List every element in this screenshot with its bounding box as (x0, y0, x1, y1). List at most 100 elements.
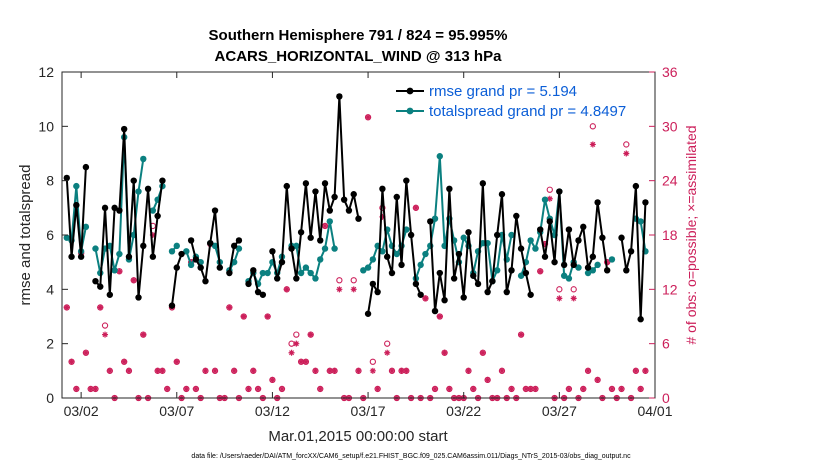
totalspread-point-9-1 (293, 242, 300, 250)
rmse-point-0-4 (82, 163, 90, 171)
rmse-point-8-15 (498, 191, 506, 198)
rmse-point-1-7 (125, 253, 133, 260)
rmse-point-7-1 (369, 280, 377, 288)
x-tick-label-6: 04/01 (637, 403, 672, 419)
obs-assimilated-point-19 (154, 367, 161, 374)
totalspread-point-7-3 (259, 269, 267, 277)
obs-assimilated-point-11 (116, 268, 123, 275)
obs-assimilated-point-77 (432, 385, 439, 392)
obs-assimilated-point-47 (288, 349, 295, 356)
obs-assimilated-point-114 (608, 385, 615, 392)
rmse-point-6-8 (307, 234, 314, 241)
rmse-point-1-6 (120, 125, 128, 133)
obs-assimilated-point-9 (106, 367, 113, 374)
obs-assimilated-point-12 (121, 358, 128, 365)
totalspread-point-1-0 (92, 245, 99, 252)
rmse-point-8-20 (522, 269, 530, 277)
y-tick-label-3: 6 (46, 227, 54, 243)
obs-assimilated-point-4 (82, 349, 89, 356)
obs-assimilated-point-75 (422, 295, 429, 302)
rmse-point-9-0 (537, 226, 544, 233)
obs-assimilated-point-57 (336, 286, 343, 293)
totalspread-point-12-5 (493, 267, 501, 274)
rmse-point-6-11 (321, 180, 329, 187)
rmse-point-10-3 (632, 182, 640, 190)
totalspread-point-14-0 (584, 269, 592, 277)
rmse-point-1-8 (130, 177, 137, 184)
rmse-point-9-3 (551, 258, 558, 266)
rmse-point-6-6 (297, 229, 305, 236)
rmse-point-1-4 (111, 204, 118, 212)
totalspread-point-11-2 (422, 250, 429, 258)
rmse-point-8-1 (431, 307, 439, 315)
obs-possible-point-8 (101, 322, 109, 329)
obs-assimilated-point-91 (498, 367, 505, 374)
obs-assimilated-point-42 (264, 313, 271, 320)
y-axis-label: rmse and totalspread (17, 165, 34, 306)
obs-assimilated-point-8 (102, 331, 109, 338)
rmse-point-6-15 (340, 196, 348, 203)
rmse-point-6-10 (317, 237, 324, 244)
totalspread-point-0-4 (82, 223, 90, 231)
plot-area (63, 93, 649, 402)
rmse-point-8-6 (455, 250, 463, 258)
rmse-point-8-0 (427, 218, 434, 225)
x-axis-label: Mar.01,2015 00:00:00 start (268, 428, 448, 445)
rmse-point-9-14 (603, 267, 611, 274)
rmse-point-9-13 (599, 234, 606, 241)
rmse-point-9-11 (589, 253, 597, 260)
rmse-point-9-2 (546, 218, 553, 225)
obs-assimilated-point-31 (212, 367, 219, 374)
obs-assimilated-point-60 (350, 286, 357, 293)
totalspread-point-6-2 (235, 245, 243, 252)
obs-assimilated-point-105 (565, 385, 572, 392)
y-right-tick-label-6: 36 (662, 64, 678, 80)
obs-assimilated-point-67 (384, 349, 391, 356)
obs-assimilated-point-97 (527, 385, 534, 392)
legend-marker-0 (406, 87, 414, 95)
obs-assimilated-point-85 (470, 385, 477, 392)
obs-assimilated-point-50 (302, 358, 309, 365)
rmse-point-6-12 (326, 207, 334, 214)
totalspread-point-5-1 (211, 242, 219, 250)
totalspread-point-2-0 (149, 207, 157, 214)
rmse-point-1-14 (159, 177, 166, 184)
rmse-point-1-2 (101, 204, 109, 212)
obs-assimilated-point-120 (637, 385, 644, 392)
obs-assimilated-point-119 (632, 367, 639, 374)
rmse-line-segment-8 (429, 182, 532, 313)
rmse-point-1-13 (154, 212, 161, 220)
obs-assimilated-point-45 (278, 385, 285, 392)
totalspread-point-13-3 (532, 245, 539, 252)
chart-title-line1: Southern Hemisphere 791 / 824 = 95.995% (209, 27, 508, 44)
totalspread-point-9-2 (297, 269, 305, 277)
rmse-point-6-7 (302, 180, 310, 187)
totalspread-point-9-6 (317, 256, 324, 263)
obs-possible-point-101 (546, 186, 553, 193)
obs-assimilated-point-38 (245, 385, 252, 392)
y-tick-label-4: 8 (46, 173, 54, 189)
rmse-point-8-21 (527, 291, 534, 298)
obs-assimilated-point-63 (365, 114, 372, 121)
rmse-point-9-4 (556, 188, 563, 195)
totalspread-point-3-0 (168, 248, 176, 255)
rmse-point-8-4 (446, 185, 453, 193)
rmse-point-7-2 (374, 288, 381, 296)
rmse-point-8-12 (484, 288, 491, 296)
totalspread-point-1-4 (111, 267, 118, 274)
totalspread-point-10-2 (369, 256, 377, 263)
obs-assimilated-point-99 (537, 268, 544, 275)
obs-assimilated-point-80 (446, 385, 453, 392)
rmse-point-5-1 (250, 267, 257, 274)
totalspread-point-10-1 (364, 264, 372, 271)
chart-title-line2: ACARS_HORIZONTAL_WIND @ 313 hPa (215, 48, 503, 65)
obs-assimilated-point-93 (508, 385, 515, 392)
totalspread-point-1-9 (135, 188, 142, 195)
rmse-point-1-12 (149, 253, 157, 260)
obs-possible-point-103 (556, 286, 563, 293)
totalspread-point-4-1 (187, 261, 195, 269)
obs-assimilated-point-29 (202, 367, 209, 374)
obs-assimilated-point-103 (556, 295, 563, 302)
obs-assimilated-point-55 (326, 367, 333, 374)
